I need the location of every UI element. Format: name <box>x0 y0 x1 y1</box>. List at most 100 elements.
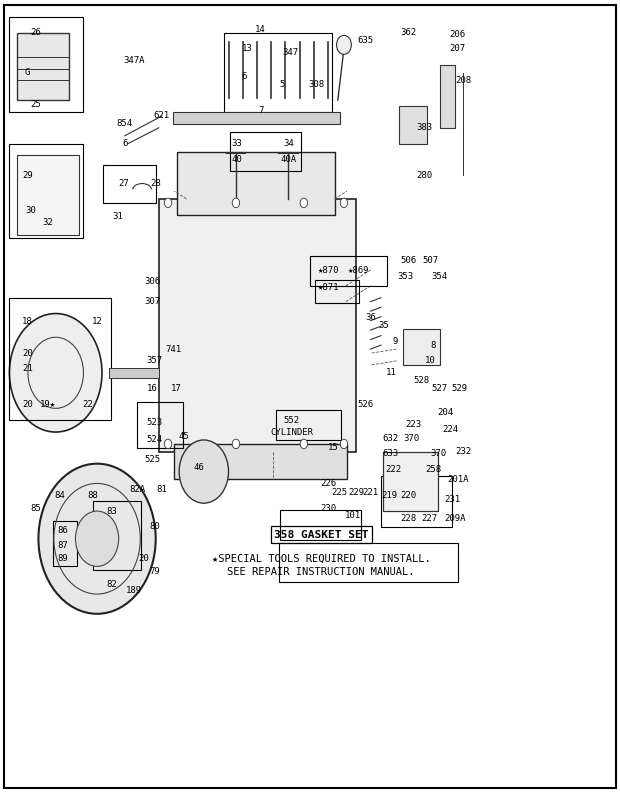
Bar <box>440 64 455 128</box>
Text: 34: 34 <box>283 139 294 148</box>
Circle shape <box>340 198 348 208</box>
Circle shape <box>300 439 308 449</box>
Text: 523: 523 <box>146 418 162 427</box>
Text: 527: 527 <box>432 384 448 393</box>
Text: 87: 87 <box>58 541 68 550</box>
Text: 15: 15 <box>328 443 339 452</box>
Text: ★871: ★871 <box>318 283 339 292</box>
Text: 83: 83 <box>106 507 117 515</box>
Text: 221: 221 <box>363 488 379 497</box>
Text: 31: 31 <box>112 212 123 220</box>
Text: 526: 526 <box>358 400 374 409</box>
Text: ★870: ★870 <box>318 266 339 274</box>
Text: 552: 552 <box>283 416 299 425</box>
Text: 204: 204 <box>438 408 454 417</box>
Text: 222: 222 <box>385 465 401 473</box>
Text: 25: 25 <box>30 100 41 109</box>
Text: 232: 232 <box>455 447 471 456</box>
Text: CYLINDER: CYLINDER <box>270 427 313 437</box>
Text: 6: 6 <box>241 72 247 81</box>
Text: 14: 14 <box>255 25 266 33</box>
Text: 854: 854 <box>117 120 133 128</box>
Text: 28: 28 <box>150 178 161 188</box>
Circle shape <box>232 198 240 208</box>
Text: 11: 11 <box>386 368 397 377</box>
Text: 223: 223 <box>405 419 422 429</box>
Text: 89: 89 <box>58 554 68 563</box>
Text: 208: 208 <box>455 76 471 85</box>
Text: 26: 26 <box>30 29 41 37</box>
Bar <box>93 501 141 570</box>
Text: 29: 29 <box>22 170 33 180</box>
Text: 46: 46 <box>193 463 204 472</box>
Text: 220: 220 <box>401 491 417 500</box>
Text: 354: 354 <box>432 272 448 281</box>
Text: 101: 101 <box>345 511 361 519</box>
Text: 621: 621 <box>154 112 170 121</box>
Circle shape <box>38 464 156 614</box>
Text: 529: 529 <box>451 384 467 393</box>
Text: 189: 189 <box>126 585 142 595</box>
Bar <box>276 410 341 440</box>
Text: 230: 230 <box>321 504 337 513</box>
Text: 36: 36 <box>365 313 376 322</box>
Text: 308: 308 <box>308 80 324 89</box>
Bar <box>104 165 156 203</box>
Text: 20: 20 <box>22 400 33 409</box>
Bar <box>383 452 438 511</box>
Text: 81: 81 <box>156 485 167 494</box>
Circle shape <box>300 198 308 208</box>
Text: 633: 633 <box>382 449 398 458</box>
Text: 632: 632 <box>382 434 398 442</box>
Text: G: G <box>25 68 30 77</box>
Text: 370: 370 <box>430 449 446 458</box>
Circle shape <box>164 439 172 449</box>
Text: 85: 85 <box>30 504 41 513</box>
Text: 307: 307 <box>144 297 161 306</box>
Bar <box>159 199 356 452</box>
Bar <box>402 329 440 365</box>
Text: 231: 231 <box>444 495 460 504</box>
Bar <box>109 368 159 377</box>
Text: 30: 30 <box>25 206 37 215</box>
Bar <box>399 105 427 144</box>
Bar <box>381 476 452 527</box>
Bar <box>17 155 79 235</box>
Bar <box>315 280 360 303</box>
Text: 7: 7 <box>258 106 264 115</box>
Text: 280: 280 <box>416 170 432 180</box>
Text: 353: 353 <box>397 272 414 281</box>
Text: 227: 227 <box>421 515 437 523</box>
Text: 524: 524 <box>146 435 162 444</box>
Text: 79: 79 <box>149 568 160 577</box>
Text: 20: 20 <box>22 349 33 358</box>
Bar <box>279 542 458 582</box>
Text: 347: 347 <box>282 48 298 57</box>
Text: 337: 337 <box>336 44 352 53</box>
Text: 18: 18 <box>22 317 33 326</box>
Text: 20: 20 <box>138 554 149 563</box>
Text: 370: 370 <box>404 434 420 442</box>
Text: 225: 225 <box>332 488 348 497</box>
Text: 306: 306 <box>144 278 161 286</box>
Text: 506: 506 <box>401 256 417 265</box>
Text: 206: 206 <box>449 30 465 39</box>
Text: 80: 80 <box>149 523 160 531</box>
Text: 88: 88 <box>87 491 98 500</box>
Text: 209A: 209A <box>445 515 466 523</box>
Text: 207: 207 <box>449 44 465 53</box>
Text: 362: 362 <box>401 29 417 37</box>
Text: 84: 84 <box>55 491 65 500</box>
Text: 45: 45 <box>178 431 189 440</box>
Text: 525: 525 <box>144 455 161 464</box>
Bar <box>173 112 340 124</box>
Text: SEE REPAIR INSTRUCTION MANUAL.: SEE REPAIR INSTRUCTION MANUAL. <box>228 567 415 577</box>
Text: 40A: 40A <box>280 155 296 164</box>
Text: 13: 13 <box>242 44 252 53</box>
Circle shape <box>232 439 240 449</box>
Text: 219: 219 <box>381 491 397 500</box>
Text: 228: 228 <box>401 515 417 523</box>
Text: 86: 86 <box>58 527 68 535</box>
Text: 528: 528 <box>413 376 429 385</box>
Text: 19★: 19★ <box>40 400 56 409</box>
